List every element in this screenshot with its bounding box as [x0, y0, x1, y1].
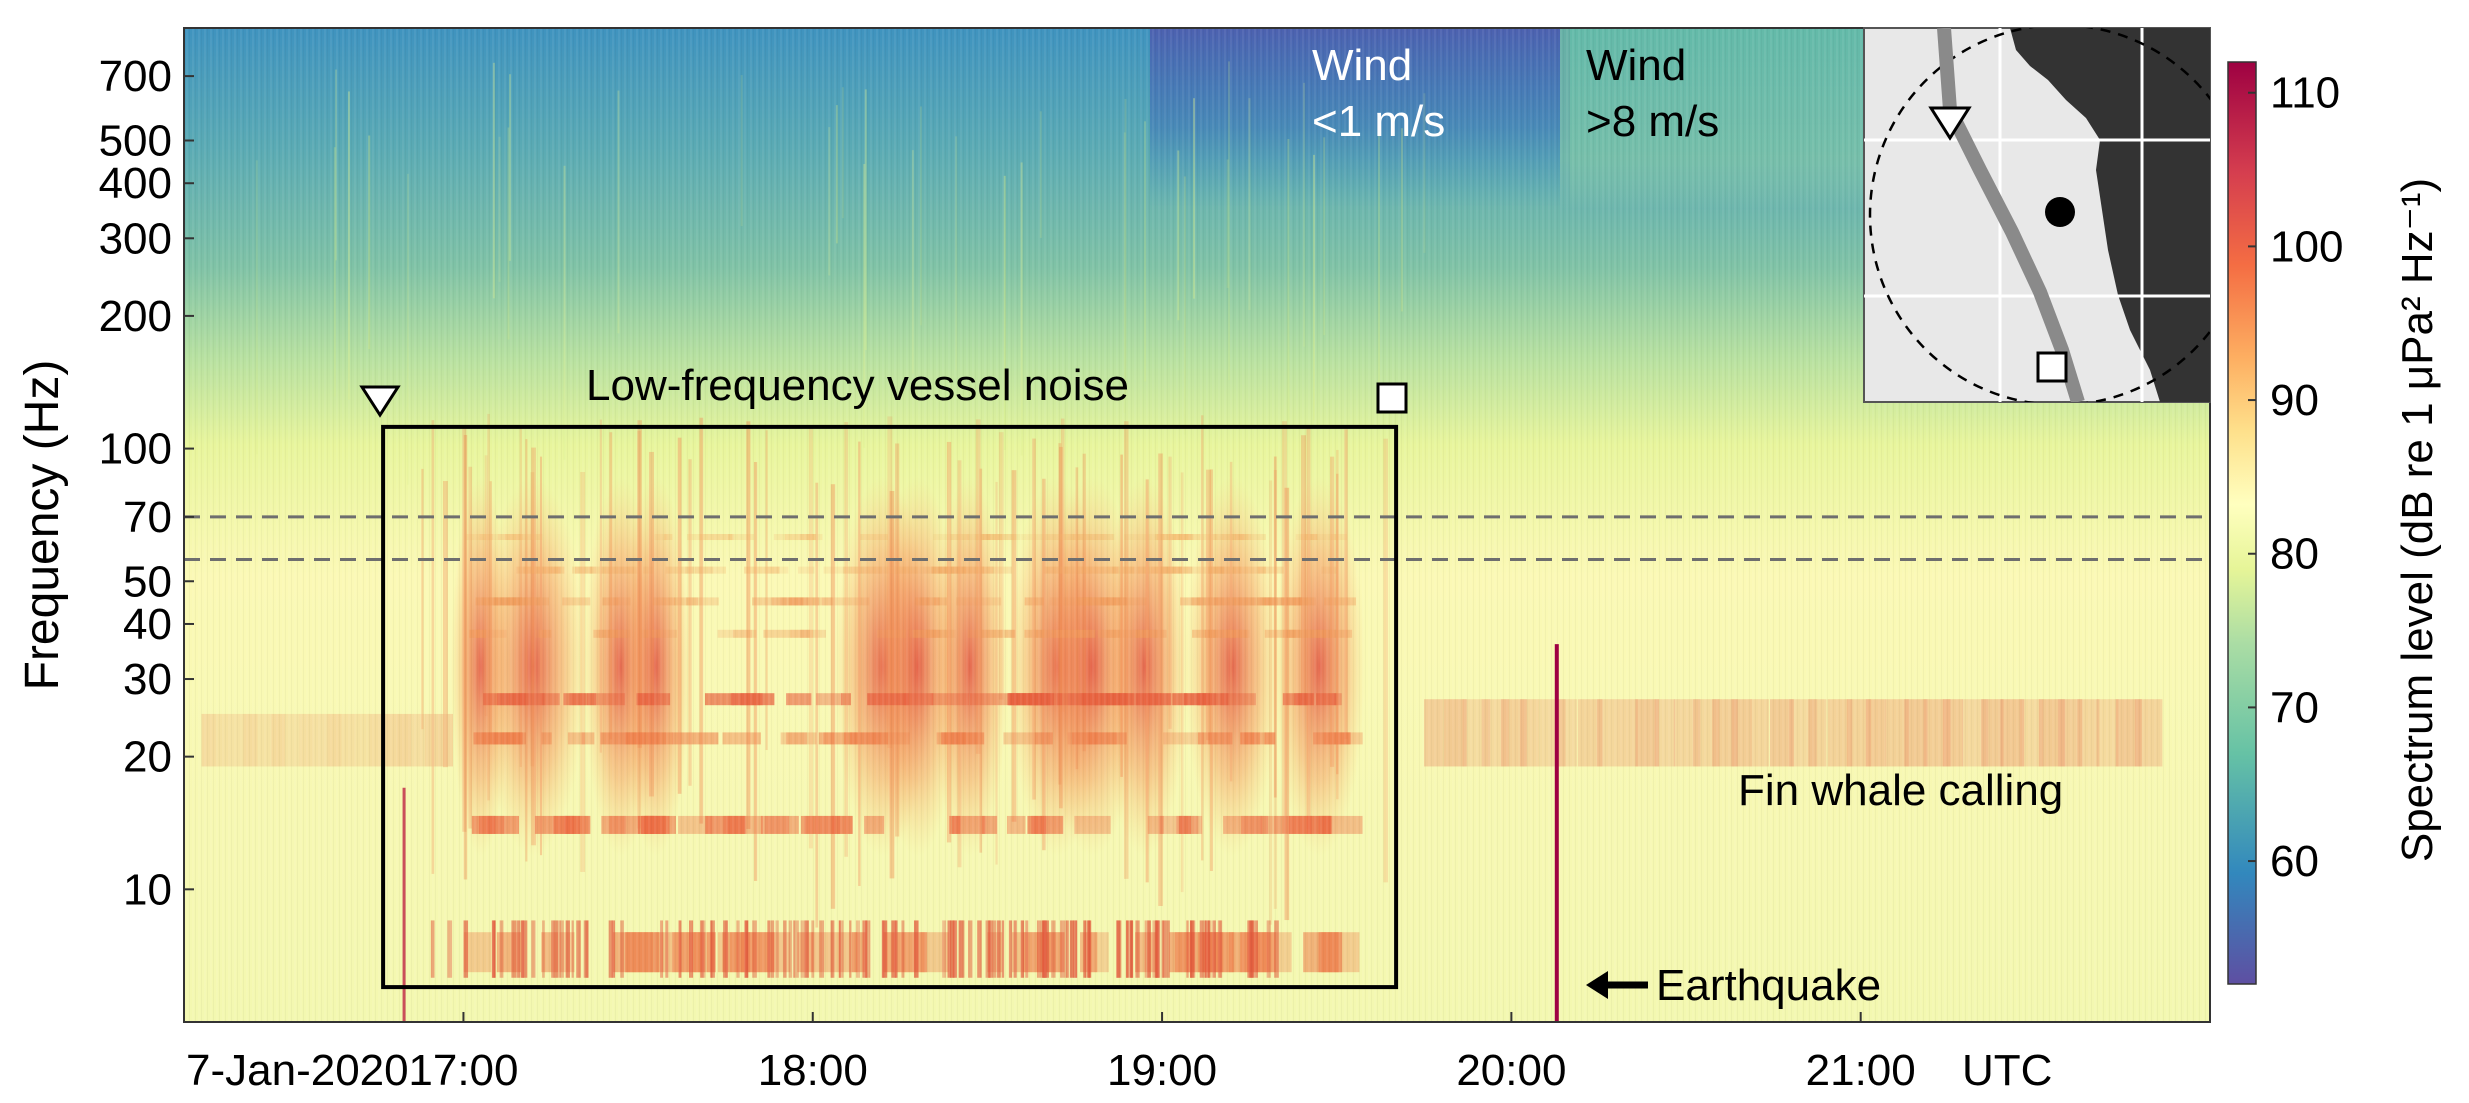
- inset-land: [2010, 28, 2210, 402]
- y-tick-label: 100: [99, 425, 172, 474]
- y-tick-label: 70: [123, 493, 172, 542]
- colorbar-tick-label: 100: [2270, 222, 2343, 271]
- y-tick-label: 200: [99, 292, 172, 341]
- y-tick-label: 300: [99, 214, 172, 263]
- plot-frame: [183, 27, 2211, 1023]
- y-tick-label: 400: [99, 159, 172, 208]
- x-axis-ticks: 17:00 18:00 19:00 20:00 21:00: [408, 1012, 1916, 1095]
- y-axis-label: Frequency (Hz): [16, 360, 69, 691]
- colorbar-tick-label: 70: [2270, 683, 2319, 732]
- inset-range-circle: [1868, 28, 2210, 402]
- impulse-spikes: [402, 644, 1559, 1022]
- earthquake-label: Earthquake: [1656, 961, 1881, 1010]
- y-tick-label: 10: [123, 865, 172, 914]
- y-tick-label: 20: [123, 733, 172, 782]
- colorbar-gradient-bar: [2227, 61, 2257, 985]
- colorbar: 60 70 80 90 100 110 Spectrum level (dB re 1 μ…: [2227, 61, 2442, 985]
- y-tick-label: 700: [99, 52, 172, 101]
- colorbar-tick-label: 110: [2270, 69, 2340, 118]
- wind-low-title: Wind: [1312, 41, 1412, 90]
- y-tick-label: 40: [123, 600, 172, 649]
- earthquake-spike: [1554, 644, 1559, 1022]
- x-tick-label: 17:00: [408, 1046, 518, 1095]
- colorbar-label: Spectrum level (dB re 1 μPa² Hz⁻¹): [2393, 178, 2442, 862]
- y-tick-label: 50: [123, 557, 172, 606]
- vessel-noise-box: [381, 424, 1399, 990]
- x-unit-label: UTC: [1962, 1046, 2052, 1095]
- inset-start-triangle: [1928, 106, 1972, 141]
- colorbar-ticks: 60 70 80 90 100 110: [2248, 69, 2343, 886]
- colorbar-tick-label: 80: [2270, 530, 2319, 579]
- inset-end-square: [2036, 351, 2068, 383]
- x-tick-label: 19:00: [1107, 1046, 1217, 1095]
- fin-whale-label: Fin whale calling: [1738, 766, 2063, 815]
- colorbar-tick-label: 90: [2270, 376, 2319, 425]
- vessel-noise-label: Low-frequency vessel noise: [586, 361, 1129, 410]
- colorbar-tick-label: 60: [2270, 837, 2319, 886]
- end-square-marker: [1376, 382, 1408, 414]
- start-triangle-marker: [359, 385, 401, 418]
- x-tick-label: 20:00: [1456, 1046, 1566, 1095]
- y-tick-label: 500: [99, 117, 172, 166]
- x-tick-label: 18:00: [758, 1046, 868, 1095]
- inset-map: [1863, 27, 2211, 403]
- earthquake-arrow: [1586, 971, 1648, 999]
- wind-high-title: Wind: [1586, 41, 1686, 90]
- inset-receiver-dot: [2045, 197, 2075, 227]
- y-tick-label: 30: [123, 655, 172, 704]
- wind-low-value: <1 m/s: [1312, 97, 1445, 146]
- wind-high-value: >8 m/s: [1586, 97, 1719, 146]
- x-start-date-label: 7-Jan-2020: [186, 1046, 409, 1095]
- impulse-spike: [402, 787, 406, 1022]
- x-tick-label: 21:00: [1806, 1046, 1916, 1095]
